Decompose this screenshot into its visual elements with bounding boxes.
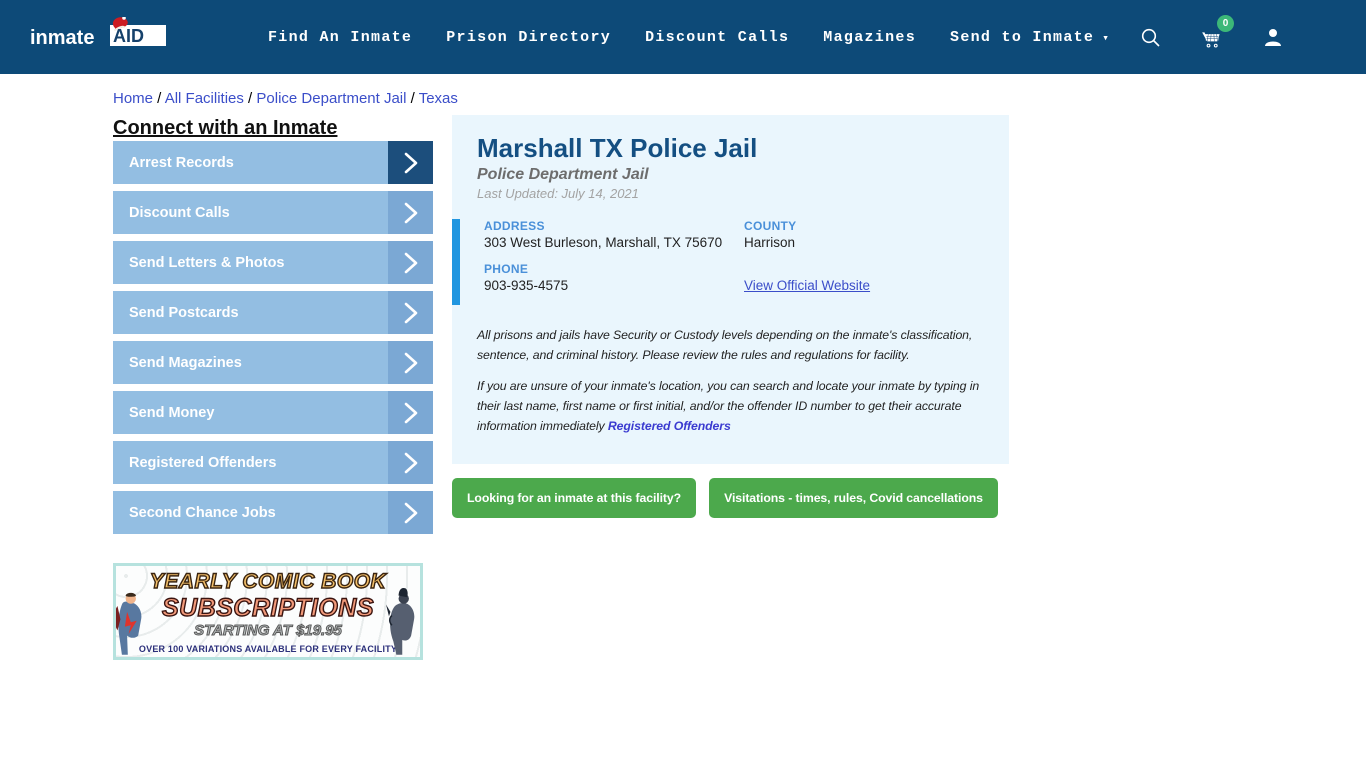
svg-text:inmate: inmate [30,27,94,49]
